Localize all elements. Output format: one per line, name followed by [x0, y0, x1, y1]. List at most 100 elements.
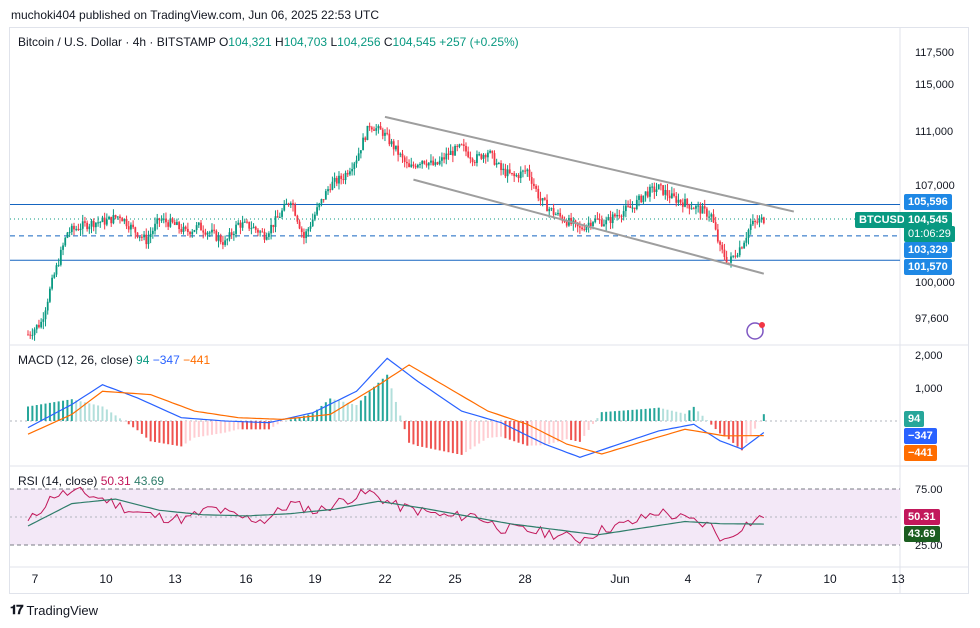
candle-body [502, 168, 505, 171]
candle-body [134, 227, 137, 233]
price-tick-label: 115,000 [915, 79, 954, 91]
candle-body [397, 145, 400, 155]
candle-body [357, 153, 360, 161]
candle-body [64, 237, 67, 246]
macd-histogram-bar [627, 410, 630, 421]
macd-histogram-bar [552, 421, 555, 443]
candle-body [592, 222, 594, 227]
candle-body [252, 226, 255, 229]
candle-body [324, 191, 327, 200]
macd-histogram-bar [719, 421, 722, 434]
candle-body [84, 221, 86, 223]
macd-histogram-bar [456, 421, 459, 454]
macd-histogram-bar [539, 421, 542, 446]
candle-body [27, 334, 29, 336]
candle-body [552, 208, 555, 215]
candle-body [443, 157, 445, 160]
macd-legend[interactable]: MACD (12, 26, close) 94 −347 −441 [18, 353, 210, 367]
macd-histogram-bar [53, 402, 56, 421]
rsi-value-tag: 50.31 [904, 509, 940, 525]
candle-body [53, 274, 56, 278]
candle-body [169, 218, 172, 227]
candle-body [340, 175, 343, 180]
candle-body [756, 221, 759, 223]
candle-body [600, 219, 603, 227]
candle-body [495, 163, 498, 165]
macd-histogram-bar [237, 421, 240, 430]
footer-brand[interactable]: 𝟏𝟕 TradingView [10, 602, 98, 618]
candle-body [105, 219, 108, 225]
macd-histogram-bar [635, 409, 638, 421]
candle-body [224, 240, 226, 245]
candle-body [660, 184, 662, 186]
macd-histogram-bar [684, 413, 686, 421]
candle-body [473, 162, 476, 164]
candle-body [173, 222, 176, 225]
candle-body [373, 129, 375, 131]
candle-body [714, 222, 717, 230]
macd-histogram-bar [583, 421, 586, 436]
candle-body [546, 199, 548, 212]
close-value: 104,545 [392, 35, 436, 49]
macd-line-tag: −347 [904, 428, 937, 444]
candle-body [430, 160, 432, 163]
time-axis-label: 7 [756, 572, 763, 586]
candle-body [399, 153, 402, 155]
candle-body [497, 163, 500, 165]
macd-histogram-bar [35, 405, 38, 421]
rsi-legend[interactable]: RSI (14, close) 50.31 43.69 [18, 474, 164, 488]
candle-body [614, 214, 616, 217]
macd-histogram-bar [609, 411, 612, 421]
candle-body [147, 236, 150, 245]
candle-body [121, 218, 124, 222]
candle-body [335, 177, 338, 184]
candle-body [432, 160, 435, 165]
macd-histogram-bar [246, 421, 248, 430]
candle-body [176, 222, 178, 225]
candle-body [467, 151, 470, 158]
macd-histogram-bar [364, 395, 367, 421]
macd-histogram-bar [289, 419, 292, 421]
candle-body [532, 183, 535, 186]
price-tick-label: 117,500 [915, 47, 954, 59]
candle-body [149, 233, 152, 237]
macd-histogram-bar [92, 404, 95, 421]
macd-histogram-bar [714, 421, 717, 430]
candle-body [405, 161, 408, 164]
candle-body [392, 141, 395, 150]
macd-histogram-bar [429, 421, 432, 449]
candle-body [316, 207, 318, 215]
macd-signal-line [27, 364, 764, 455]
candle-body [114, 215, 117, 218]
candle-body [719, 241, 721, 245]
macd-histogram-bar [421, 421, 424, 447]
macd-histogram-bar [578, 421, 581, 442]
candle-body [741, 247, 743, 249]
candle-body [760, 217, 763, 220]
candle-body [410, 164, 413, 168]
macd-histogram-bar [162, 421, 165, 444]
candle-body [289, 203, 292, 205]
macd-histogram-bar [399, 415, 402, 421]
macd-histogram-bar [600, 412, 603, 421]
candle-body [395, 145, 397, 150]
candle-body [116, 216, 119, 218]
candle-body [434, 162, 437, 165]
macd-histogram-bar [403, 421, 406, 430]
macd-histogram-bar [110, 412, 113, 421]
candle-body [598, 219, 601, 221]
candle-body [500, 163, 502, 171]
price-tick-label: 111,000 [915, 126, 953, 138]
candle-body [559, 212, 562, 217]
symbol-name[interactable]: Bitcoin / U.S. Dollar · 4h · BITSTAMP [18, 35, 216, 49]
candle-body [112, 215, 115, 224]
candle-body [250, 228, 253, 230]
macd-histogram-bar [44, 403, 47, 421]
macd-histogram-bar [320, 405, 323, 421]
macd-histogram-bar [355, 405, 358, 421]
macd-histogram-bar [158, 421, 161, 443]
rsi-line [27, 486, 765, 544]
candle-body [110, 216, 113, 224]
candle-body [254, 226, 257, 230]
